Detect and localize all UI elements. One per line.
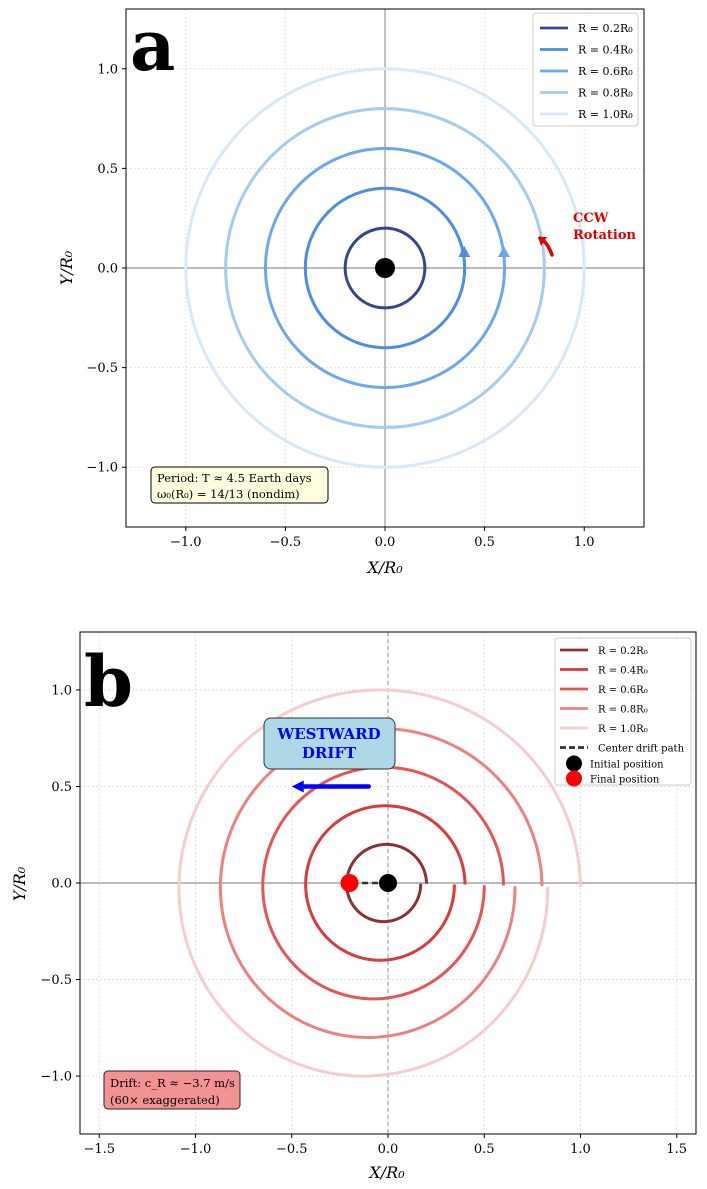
orbit-0-2 [343, 226, 427, 310]
center-marker [375, 258, 395, 278]
panel-b-xtick-label: 0.0 [378, 1142, 399, 1157]
panel-a-legend: R = 0.2R₀ R = 0.4R₀ R = 0.6R₀ R = 0.8R₀ R = … [532, 12, 639, 127]
orbit-1 [184, 67, 586, 469]
panel-b-ytick-label: 0.0 [51, 877, 72, 892]
panel-b-xtick-label: −1.5 [83, 1142, 115, 1157]
panel-a-arrows [458, 246, 510, 258]
panel-b-ytick-label: −0.5 [40, 973, 72, 988]
panel-b-xlabel: X/R₀ [367, 1163, 405, 1182]
panel-b-ticks: −1.5 −1.0 −0.5 0.0 0.5 1.0 1.5 −1.0 −0.5 0.0 0.5 1.… [40, 683, 687, 1157]
panel-b-legend-0-label: R = 0.2R₀ [598, 646, 648, 657]
rotation-label-line2: Rotation [573, 228, 637, 243]
drift-arrow-head [291, 780, 304, 793]
panel-a-legend-1-label: R = 0.4R₀ [578, 44, 633, 57]
panel-a-xtick-label: 0.5 [474, 535, 495, 550]
initial-position-marker [379, 874, 397, 892]
panel-b-xtick-label: −0.5 [276, 1142, 308, 1157]
westward-drift-line1: WESTWARD [276, 725, 380, 743]
panel-b-legend-4-label: R = 1.0R₀ [598, 724, 648, 735]
panel-a-legend-3-label: R = 0.8R₀ [578, 87, 633, 100]
orbit-0-6 [263, 146, 507, 390]
panel-b-legend-initial-label: Initial position [590, 760, 664, 771]
orbit-arrow-0-4 [458, 246, 471, 258]
orbit-arrow-0-6 [497, 246, 510, 258]
orbit-0-4 [303, 186, 467, 350]
panel-b-legend-3-label: R = 0.8R₀ [598, 705, 648, 716]
panel-a-ylabel: Y/R₀ [57, 250, 76, 285]
panel-b-legend-2-label: R = 0.6R₀ [598, 685, 648, 696]
panel-b: −1.5 −1.0 −0.5 0.0 0.5 1.0 1.5 −1.0 −0.5 0.0 0.5 1.… [10, 631, 697, 1182]
panel-b-info-line2: (60× exaggerated) [110, 1093, 220, 1107]
panel-a-ytick-label: 0.0 [97, 262, 118, 277]
westward-drift-line2: DRIFT [302, 744, 357, 762]
orbit-0-8 [224, 107, 546, 429]
panel-b-ylabel: Y/R₀ [10, 866, 29, 901]
drift-orbit-0-6 [261, 765, 505, 1001]
panel-b-xtick-label: 1.5 [666, 1142, 687, 1157]
rotation-label-line1: CCW [573, 211, 609, 226]
panel-b-legend: R = 0.2R₀ R = 0.4R₀ R = 0.6R₀ R = 0.8R₀ R = … [554, 637, 692, 787]
drift-orbit-0-8 [218, 727, 544, 1039]
panel-b-legend-final-swatch [566, 770, 582, 787]
panel-a-series [184, 67, 586, 469]
rotation-arrow-head [538, 237, 547, 246]
panel-b-ytick-label: 1.0 [51, 683, 72, 698]
panel-a-xlabel: X/R₀ [365, 558, 403, 577]
panel-b-xtick-label: −1.0 [180, 1142, 212, 1157]
panel-b-legend-initial-swatch [566, 755, 582, 772]
panel-b-label: b [84, 640, 133, 723]
panel-a-xtick-label: 0.0 [375, 535, 396, 550]
panel-a-xtick-label: −1.0 [170, 535, 202, 550]
panel-a-ticks: −1.0 −0.5 0.0 0.5 1.0 −1.0 −0.5 0.0 0.5 1.0 [86, 62, 594, 550]
panel-a-xtick-label: −0.5 [270, 535, 302, 550]
panel-b-info-box [103, 1070, 241, 1110]
panel-b-info-line1: Drift: c_R ≈ −3.7 m/s [110, 1076, 235, 1090]
panel-a-ytick-label: 0.5 [97, 162, 118, 177]
panel-b-legend-1-label: R = 0.4R₀ [598, 666, 648, 677]
panel-b-markers [340, 874, 397, 892]
westward-drift-box [263, 717, 396, 770]
panel-b-legend-final-label: Final position [590, 775, 660, 786]
drift-orbit-0-4 [304, 804, 467, 962]
panel-b-xtick-label: 0.5 [474, 1142, 495, 1157]
panel-b-xtick-label: 1.0 [570, 1142, 591, 1157]
panel-a-legend-2-label: R = 0.6R₀ [578, 65, 633, 78]
panel-b-ytick-label: −1.0 [40, 1070, 72, 1085]
panel-a-ytick-label: −1.0 [86, 461, 118, 476]
drift-orbit-1 [177, 688, 582, 1078]
panel-a: −1.0 −0.5 0.0 0.5 1.0 −1.0 −0.5 0.0 0.5 1.0 a X/R… [57, 4, 645, 577]
panel-b-series [177, 688, 582, 1078]
panel-a-legend-0-label: R = 0.2R₀ [578, 22, 633, 35]
westward-drift-arrow [291, 780, 371, 793]
final-position-marker [340, 874, 359, 892]
panel-a-info-line2: ω₀(R₀) = 14/13 (nondim) [157, 487, 300, 501]
panel-a-label: a [130, 4, 175, 87]
panel-a-legend-4-label: R = 1.0R₀ [578, 108, 633, 121]
panel-a-xtick-label: 1.0 [574, 535, 595, 550]
panel-b-ytick-label: 0.5 [51, 780, 72, 795]
panel-b-legend-drift-label: Center drift path [598, 744, 685, 755]
panel-a-info-box [150, 466, 329, 504]
panel-a-info-line1: Period: T ≈ 4.5 Earth days [157, 471, 312, 485]
panel-a-ytick-label: −0.5 [86, 361, 118, 376]
panel-a-ytick-label: 1.0 [97, 62, 118, 77]
